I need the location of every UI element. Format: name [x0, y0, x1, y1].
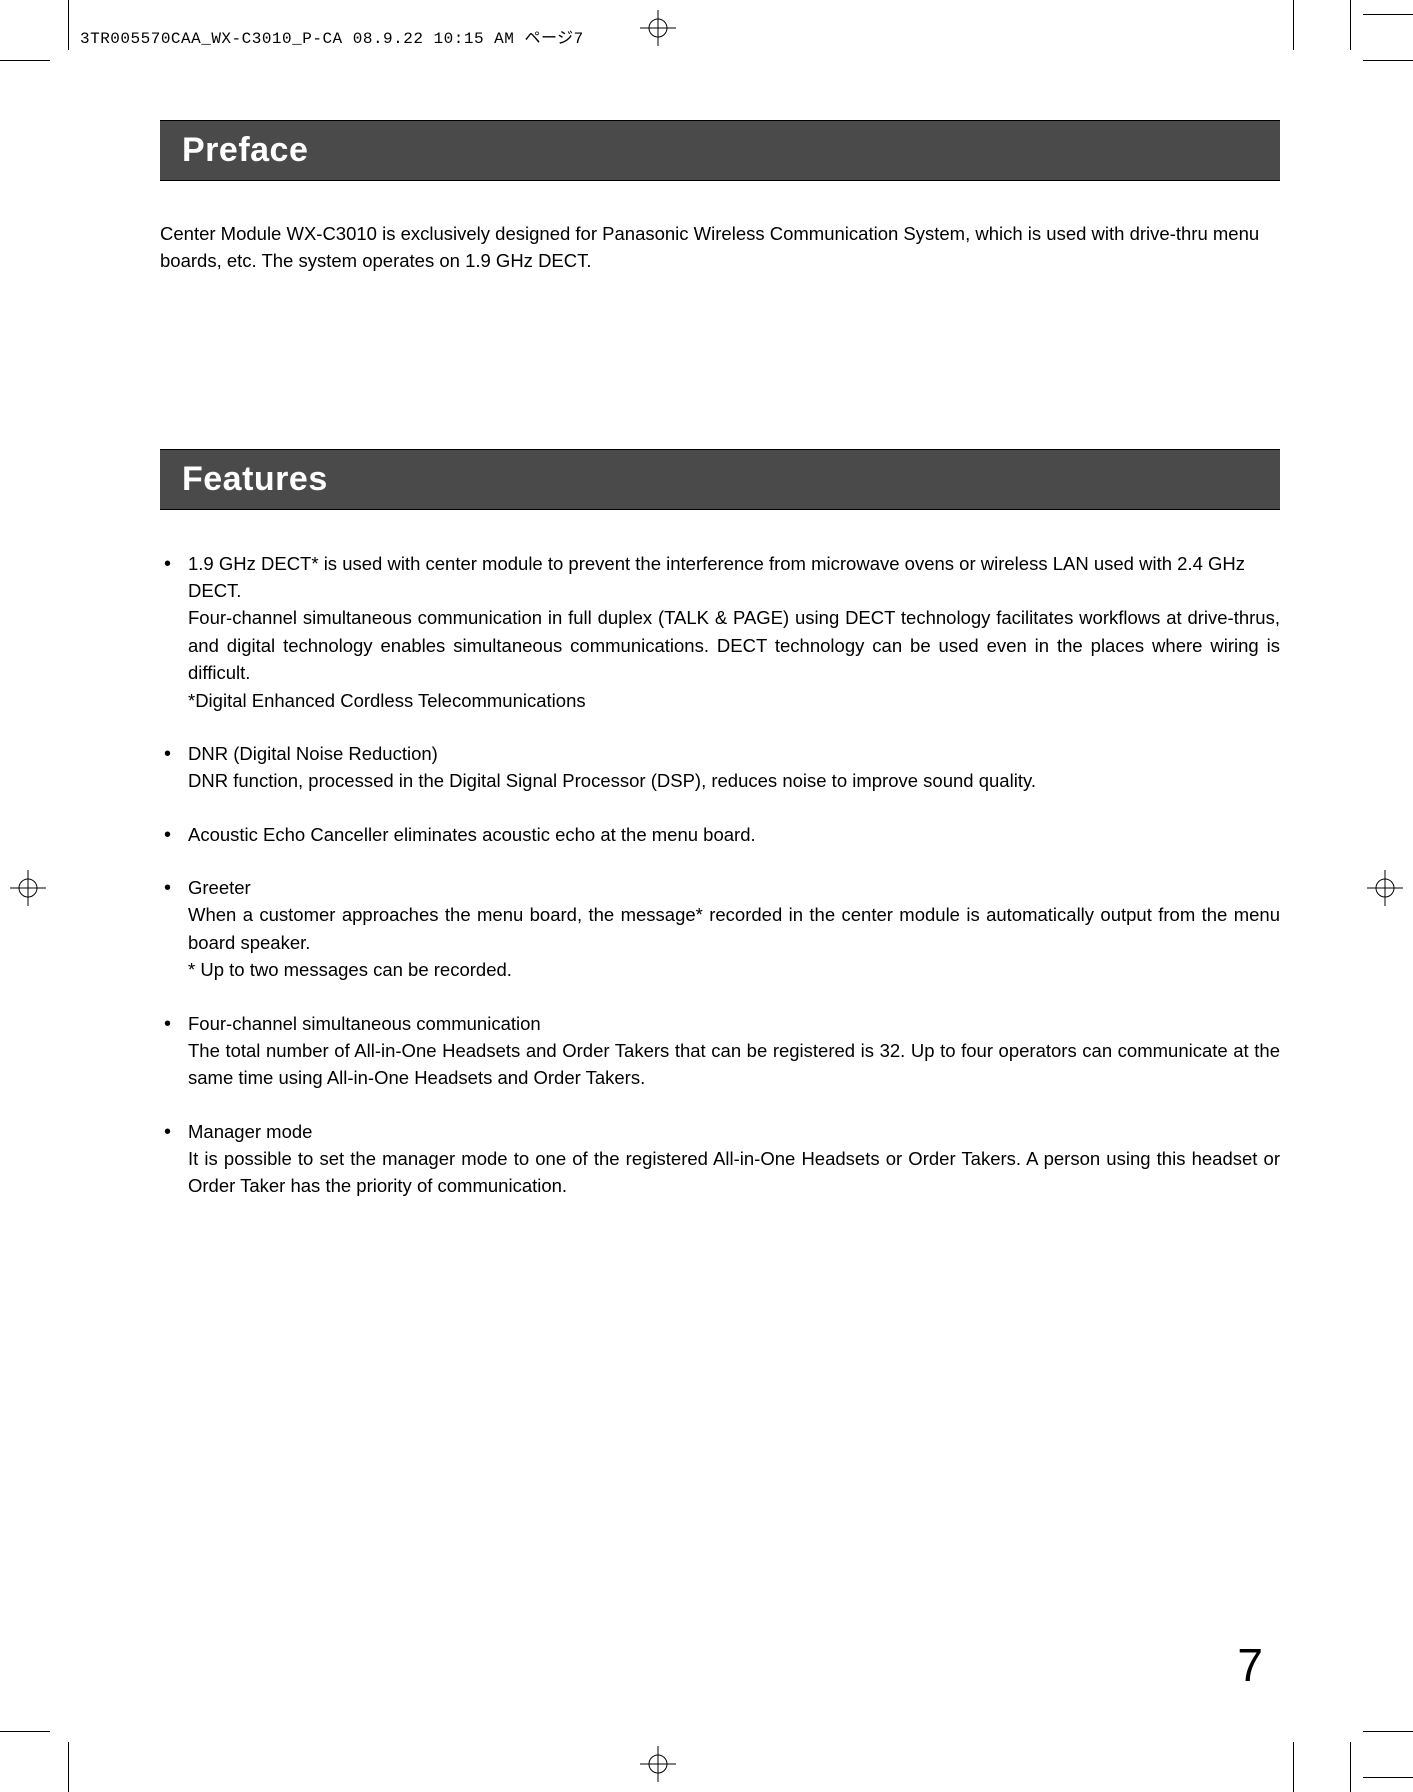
crop-mark: [0, 60, 50, 61]
registration-mark-icon: [640, 1746, 676, 1782]
feature-text: When a customer approaches the menu boar…: [188, 901, 1280, 956]
preface-body: Center Module WX-C3010 is exclusively de…: [160, 221, 1280, 275]
registration-mark-icon: [640, 10, 676, 46]
crop-mark: [68, 1742, 69, 1792]
feature-item: Acoustic Echo Canceller eliminates acous…: [188, 821, 1280, 848]
feature-item: Four-channel simultaneous communication …: [188, 1010, 1280, 1092]
page-number: 7: [1237, 1638, 1263, 1692]
feature-text: The total number of All-in-One Headsets …: [188, 1037, 1280, 1092]
feature-item: Manager mode It is possible to set the m…: [188, 1118, 1280, 1200]
feature-text: 1.9 GHz DECT* is used with center module…: [188, 550, 1280, 605]
page-content: Preface Center Module WX-C3010 is exclus…: [160, 120, 1280, 1226]
feature-text: Four-channel simultaneous communication: [188, 1010, 1280, 1037]
registration-mark-icon: [1367, 870, 1403, 906]
features-list: 1.9 GHz DECT* is used with center module…: [160, 550, 1280, 1200]
feature-item: DNR (Digital Noise Reduction) DNR functi…: [188, 740, 1280, 795]
crop-mark: [1363, 1777, 1413, 1778]
section-title-preface: Preface: [160, 120, 1280, 181]
feature-text: *Digital Enhanced Cordless Telecommunica…: [188, 687, 1280, 714]
feature-text: Manager mode: [188, 1118, 1280, 1145]
feature-item: Greeter When a customer approaches the m…: [188, 874, 1280, 984]
feature-text: Four-channel simultaneous communication …: [188, 604, 1280, 686]
crop-mark: [1293, 0, 1294, 50]
feature-item: 1.9 GHz DECT* is used with center module…: [188, 550, 1280, 714]
crop-mark: [0, 1731, 50, 1732]
crop-mark: [1350, 0, 1351, 50]
crop-mark: [1293, 1742, 1294, 1792]
section-title-features: Features: [160, 449, 1280, 510]
feature-text: * Up to two messages can be recorded.: [188, 956, 1280, 983]
crop-mark: [1363, 1731, 1413, 1732]
print-header-info: 3TR005570CAA_WX-C3010_P-CA 08.9.22 10:15…: [80, 24, 584, 48]
registration-mark-icon: [10, 870, 46, 906]
feature-text: DNR function, processed in the Digital S…: [188, 767, 1280, 794]
feature-text: DNR (Digital Noise Reduction): [188, 740, 1280, 767]
feature-text: Greeter: [188, 874, 1280, 901]
crop-mark: [1350, 1742, 1351, 1792]
crop-mark: [1363, 14, 1413, 15]
crop-mark: [68, 0, 69, 50]
feature-text: It is possible to set the manager mode t…: [188, 1145, 1280, 1200]
feature-text: Acoustic Echo Canceller eliminates acous…: [188, 821, 1280, 848]
crop-mark: [1363, 60, 1413, 61]
